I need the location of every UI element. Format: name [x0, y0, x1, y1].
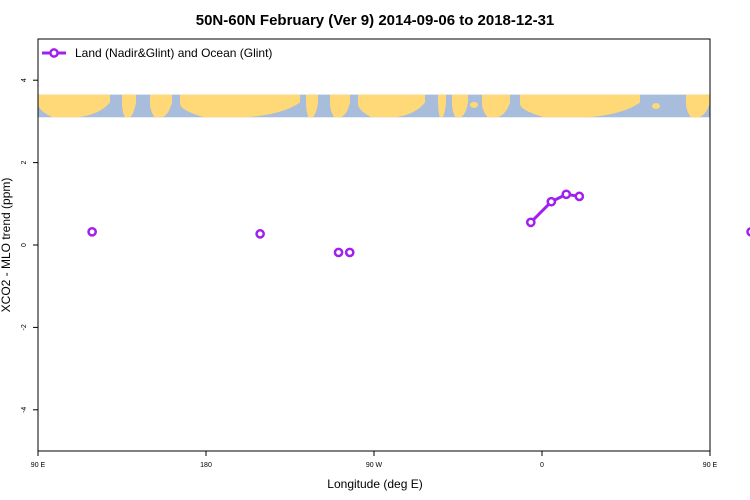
data-point [561, 189, 572, 200]
y-tick-label: 2 [21, 161, 28, 165]
data-point [333, 247, 344, 258]
map-land [180, 94, 300, 118]
data-point [255, 229, 265, 239]
map-land [438, 94, 446, 118]
map-island [258, 104, 266, 111]
map-land [38, 94, 110, 118]
y-axis-label: XCO2 - MLO trend (ppm) [0, 178, 13, 313]
y-tick-label: -4 [21, 407, 28, 413]
x-tick-label: 90 W [366, 462, 383, 469]
y-tick-label: -2 [21, 324, 28, 330]
legend-marker [49, 48, 59, 58]
series-layer [87, 189, 750, 258]
map-land [482, 94, 510, 118]
map-land [330, 94, 350, 118]
map-land [150, 94, 172, 118]
data-point [344, 247, 355, 258]
data-point [87, 226, 97, 237]
map-land [520, 94, 640, 118]
map-land [686, 94, 710, 118]
x-tick-label: 90 E [703, 462, 718, 469]
x-axis: 90 E 180 90 W 0 90 E [31, 451, 718, 469]
y-axis: -4 -2 0 2 4 [21, 78, 38, 413]
map-land [122, 94, 136, 118]
data-point [746, 227, 750, 237]
map-land [358, 94, 425, 118]
x-tick-label: 180 [200, 462, 212, 469]
map-land [306, 94, 318, 118]
map-island [652, 102, 660, 109]
map-land [452, 94, 468, 118]
y-tick-label: 0 [21, 243, 28, 247]
data-point [546, 196, 557, 207]
legend-entry: Land (Nadir&Glint) and Ocean (Glint) [75, 46, 272, 60]
x-tick-label: 0 [540, 462, 544, 469]
y-tick-label: 4 [21, 78, 28, 82]
x-tick-label: 90 E [31, 462, 46, 469]
data-point [574, 191, 585, 202]
map-strip [38, 94, 710, 118]
data-point [525, 217, 536, 228]
chart-title: 50N-60N February (Ver 9) 2014-09-06 to 2… [196, 12, 555, 29]
map-island [470, 101, 478, 108]
x-axis-label: Longitude (deg E) [327, 477, 422, 491]
series-line [529, 192, 580, 224]
legend: Land (Nadir&Glint) and Ocean (Glint) [42, 46, 272, 60]
